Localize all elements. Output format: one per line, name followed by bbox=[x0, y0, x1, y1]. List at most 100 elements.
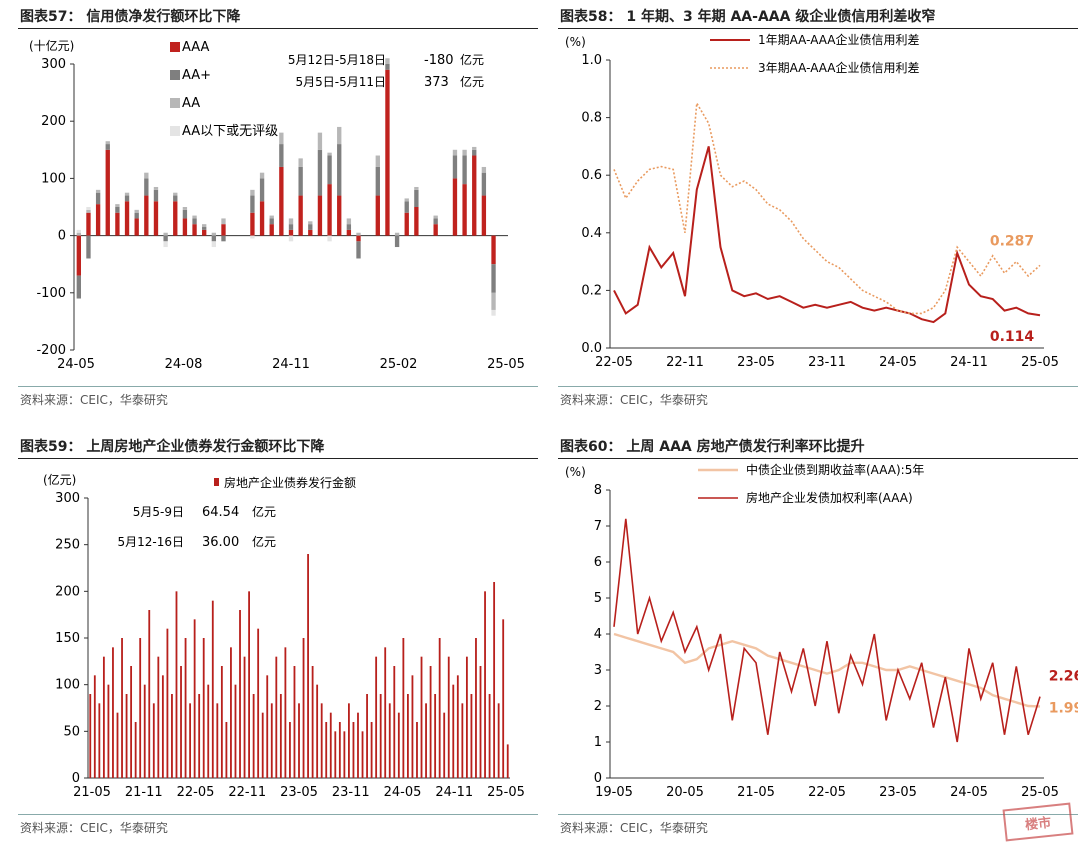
bar-property-bond bbox=[334, 731, 337, 778]
annotation-unit: 亿元 bbox=[460, 52, 484, 67]
y-axis-unit: (%) bbox=[565, 465, 586, 479]
y-tick-label: 0 bbox=[594, 771, 602, 786]
annotation-period: 5月5-9日 bbox=[133, 505, 184, 519]
chart-panel-59: 图表59： 上周房地产企业债券发行金额环比下降 0 50 100 150 200 250 3… bbox=[18, 434, 538, 844]
bar-aa-plus bbox=[414, 189, 419, 207]
y-tick-label: 200 bbox=[55, 584, 80, 599]
bar-aaa bbox=[153, 201, 159, 236]
bar-property-bond bbox=[234, 684, 237, 778]
bar-below-aa bbox=[250, 235, 255, 239]
y-tick-label: 1.0 bbox=[581, 53, 602, 68]
bar-aaa bbox=[86, 212, 91, 236]
x-tick-label: 23-05 bbox=[280, 785, 318, 800]
bar-property-bond bbox=[311, 666, 314, 778]
bar-aa bbox=[317, 132, 323, 150]
bar-aa bbox=[452, 149, 458, 156]
bar-aa-plus bbox=[259, 178, 265, 202]
x-tick-label: 24-05 bbox=[950, 785, 988, 800]
bar-aa-plus bbox=[279, 144, 284, 167]
bar-aa bbox=[182, 207, 188, 210]
bar-below-aa bbox=[491, 309, 496, 316]
y-tick-label: 0.6 bbox=[581, 168, 602, 183]
bar-aa-plus bbox=[308, 224, 313, 230]
bar-property-bond bbox=[198, 694, 201, 778]
bar-property-bond bbox=[475, 638, 477, 778]
annotation-value: 64.54 bbox=[202, 505, 239, 520]
bar-property-bond bbox=[102, 656, 105, 778]
bar-aaa bbox=[279, 166, 284, 236]
bar-aaa bbox=[308, 229, 313, 236]
annotation-value: 373 bbox=[424, 75, 449, 90]
annotation-value: -180 bbox=[424, 53, 454, 68]
x-tick-label: 24-08 bbox=[165, 357, 203, 372]
bar-aaa bbox=[105, 149, 110, 236]
bar-below-aa bbox=[211, 241, 217, 248]
x-tick-label: 20-05 bbox=[666, 785, 704, 800]
y-tick-label: 250 bbox=[55, 538, 80, 553]
bar-property-bond bbox=[388, 703, 391, 778]
x-tick-label: 25-05 bbox=[487, 357, 525, 372]
bar-property-bond bbox=[497, 703, 500, 778]
bar-property-bond bbox=[230, 647, 232, 778]
y-tick-label: 4 bbox=[594, 627, 602, 642]
y-tick-label: 0 bbox=[58, 229, 66, 244]
bar-aaa bbox=[124, 201, 130, 236]
bar-property-bond bbox=[298, 703, 300, 778]
bar-aaa bbox=[182, 218, 188, 236]
bar-below-aa bbox=[86, 207, 91, 210]
bar-aa-plus bbox=[221, 235, 226, 242]
bar-aa-plus bbox=[95, 192, 101, 205]
y-tick-label: 0.0 bbox=[581, 341, 602, 356]
bar-property-bond bbox=[189, 703, 192, 778]
bar-aaa bbox=[375, 195, 380, 236]
bar-below-aa bbox=[288, 235, 294, 242]
bar-aa bbox=[115, 204, 120, 207]
annotation-period: 5月12日-5月18日 bbox=[288, 53, 386, 67]
bar-aa-plus bbox=[404, 201, 409, 213]
bar-property-bond bbox=[89, 694, 92, 778]
bar-property-bond bbox=[98, 703, 101, 778]
bar-property-bond bbox=[406, 694, 409, 778]
y-tick-label: 100 bbox=[41, 171, 66, 186]
last-value-label: 0.114 bbox=[990, 329, 1035, 345]
x-tick-label: 23-05 bbox=[737, 355, 775, 370]
y-tick-label: 200 bbox=[41, 114, 66, 129]
bar-aa bbox=[288, 218, 294, 225]
x-tick-label: 22-11 bbox=[666, 355, 704, 370]
annotation-unit: 亿元 bbox=[460, 74, 484, 89]
bar-aa bbox=[385, 58, 390, 64]
y-tick-label: 3 bbox=[594, 663, 602, 678]
bar-property-bond bbox=[506, 744, 509, 778]
bar-property-bond bbox=[393, 666, 396, 778]
y-axis-unit: (亿元) bbox=[43, 472, 76, 487]
annotation-unit: 亿元 bbox=[252, 504, 276, 519]
bar-aa-plus bbox=[452, 155, 458, 179]
bar-aaa bbox=[346, 229, 352, 236]
bar-aaa bbox=[298, 195, 303, 236]
bar-aa bbox=[414, 186, 419, 190]
bar-aa bbox=[202, 224, 207, 228]
y-axis-unit: (%) bbox=[565, 35, 586, 49]
bar-aa-plus bbox=[375, 166, 380, 196]
bar-property-bond bbox=[243, 656, 246, 778]
bar-property-bond bbox=[348, 703, 350, 778]
bar-aaa bbox=[433, 224, 438, 236]
bar-property-bond bbox=[447, 656, 450, 778]
legend-label: 3年期AA-AAA企业债信用利差 bbox=[758, 60, 920, 75]
panel-title: 图表57： 信用债净发行额环比下降 bbox=[20, 9, 241, 25]
bar-property-bond bbox=[456, 675, 459, 778]
chart-panel-60: 图表60： 上周 AAA 房地产债发行利率环比提升 0 1 2 3 4 5 6 7 8 19-05… bbox=[558, 434, 1078, 844]
bar-property-bond bbox=[416, 722, 418, 778]
x-tick-label: 24-05 bbox=[879, 355, 917, 370]
bar-aa bbox=[491, 292, 496, 310]
x-tick-label: 24-11 bbox=[435, 785, 473, 800]
bar-aaa bbox=[288, 229, 294, 236]
bar-aa bbox=[163, 232, 168, 236]
bar-aa bbox=[337, 126, 342, 145]
bar-aa bbox=[95, 189, 101, 193]
bar-property-bond bbox=[370, 722, 373, 778]
bar-aa-plus bbox=[481, 172, 487, 196]
series-line-2 bbox=[613, 100, 1041, 315]
bar-aaa bbox=[250, 212, 255, 236]
bar-aa bbox=[144, 172, 149, 179]
